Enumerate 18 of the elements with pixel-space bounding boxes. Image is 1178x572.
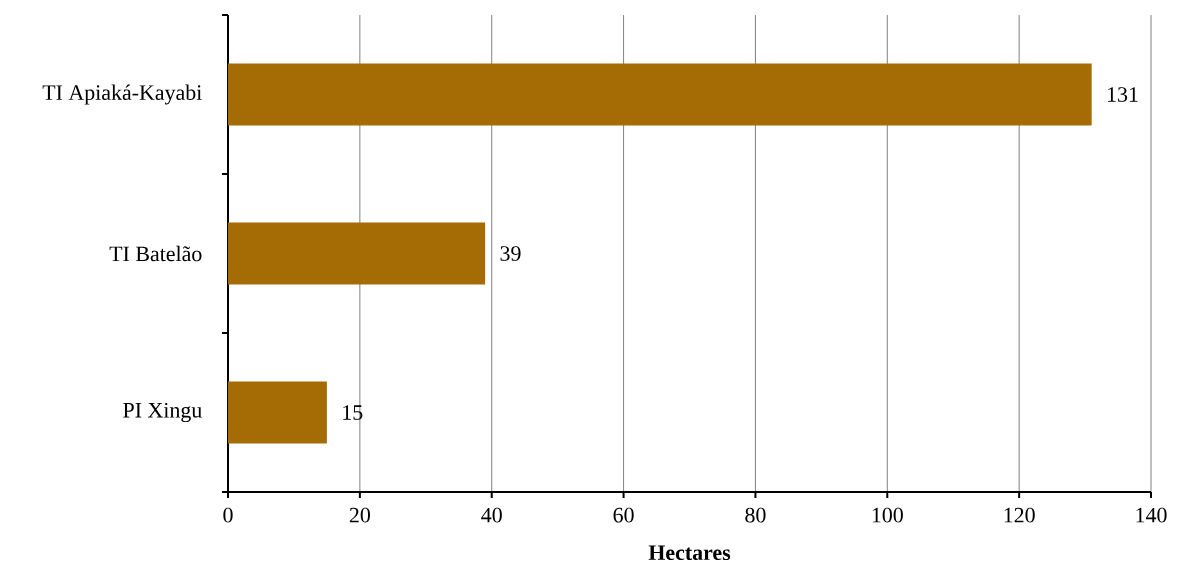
x-tick-label: 60 [613, 507, 634, 523]
x-tick-label: 120 [1004, 507, 1035, 523]
y-tick-label: TI Apiaká-Kayabi [42, 84, 202, 105]
x-tick-label: 0 [223, 507, 233, 523]
y-tick-label: TI Batelão [109, 245, 202, 262]
y-tick-label: PI Xingu [123, 402, 202, 423]
data-label: 15 [343, 405, 363, 420]
bar [228, 381, 327, 444]
data-label: 39 [500, 246, 521, 261]
bar [228, 222, 486, 285]
x-tick-label: 100 [872, 507, 903, 523]
x-tick-label: 40 [481, 507, 502, 523]
x-tick-label: 140 [1136, 507, 1167, 523]
x-tick-label: 20 [349, 507, 370, 523]
x-axis-title: Hectares [648, 545, 731, 561]
x-tick-label: 80 [745, 507, 766, 523]
bar [228, 63, 1092, 126]
data-label: 131 [1108, 87, 1138, 102]
